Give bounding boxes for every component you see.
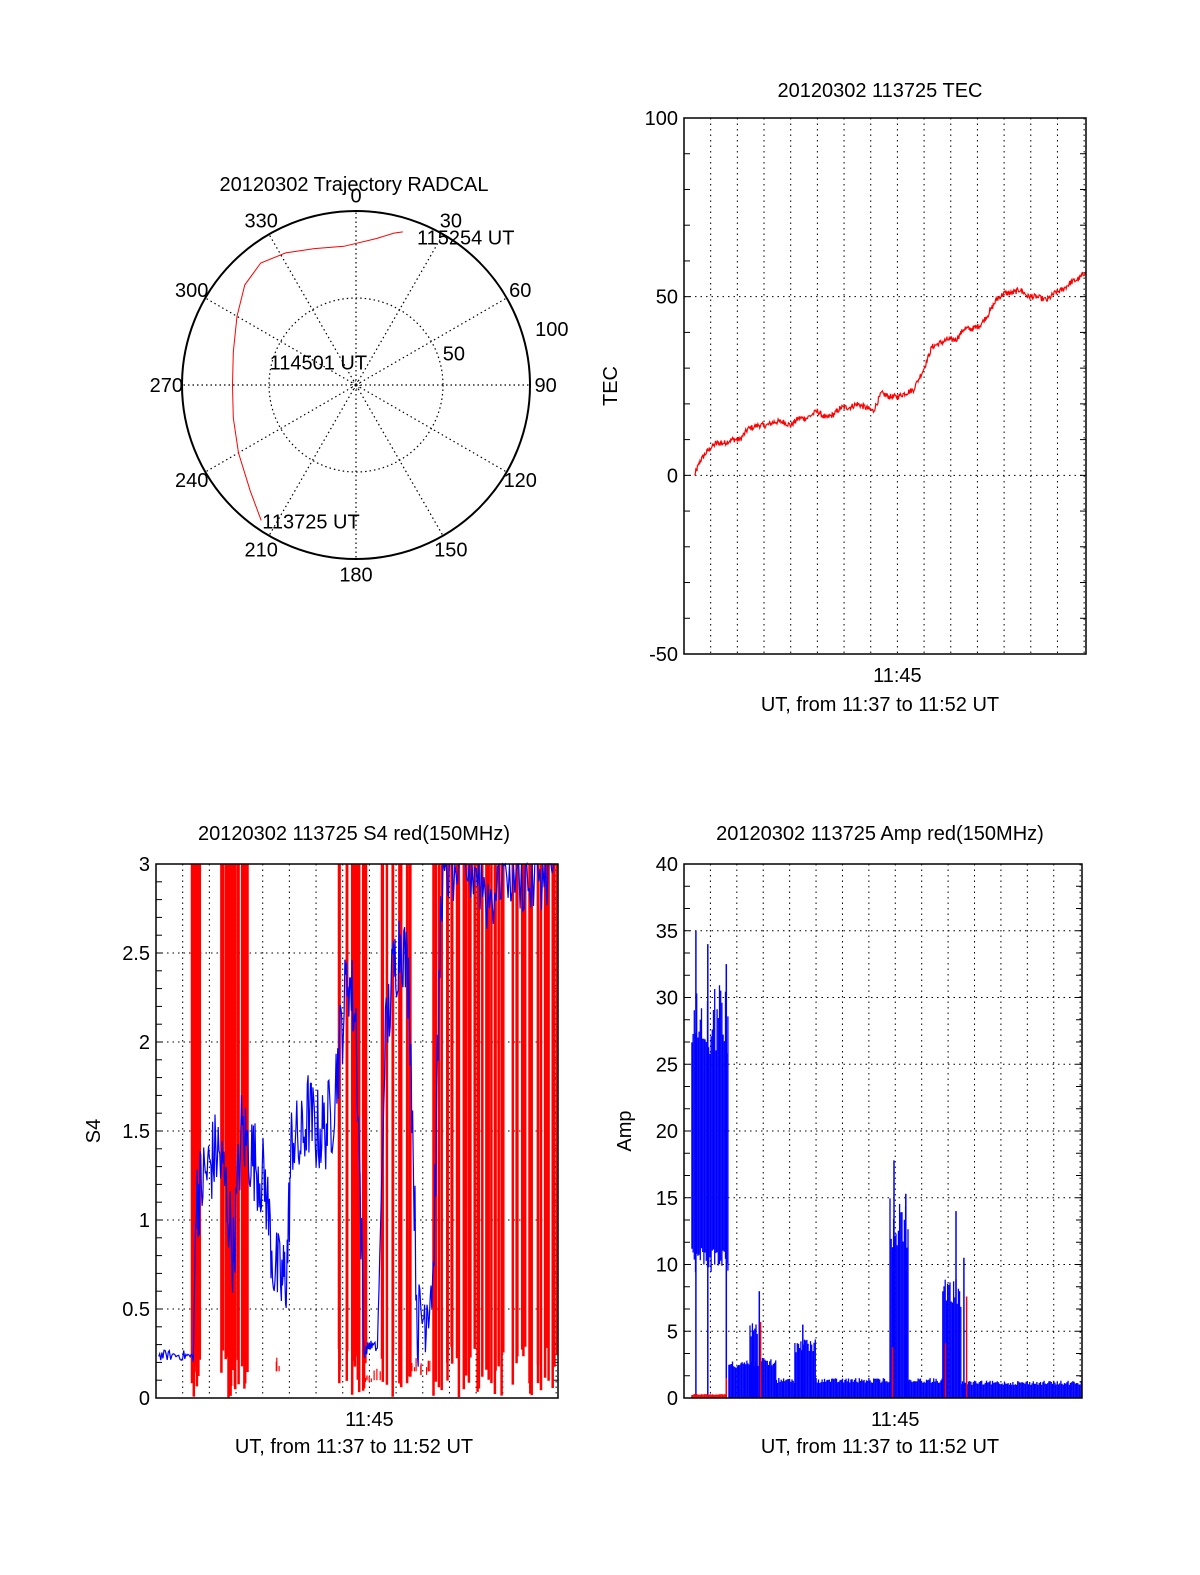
trajectory-time-label: 113725 UT bbox=[262, 511, 359, 533]
s4-ytick-label: 1 bbox=[139, 1210, 150, 1232]
amp-plot-frame bbox=[683, 863, 1083, 1399]
trajectory-title: 20120302 Trajectory RADCAL bbox=[219, 174, 488, 196]
tec-plot-frame bbox=[683, 117, 1087, 655]
polar-angle-label: 300 bbox=[175, 280, 208, 302]
amp-title: 20120302 113725 Amp red(150MHz) bbox=[716, 823, 1044, 845]
amp-ylabel: Amp bbox=[614, 1110, 636, 1151]
amp-ytick-label: 20 bbox=[656, 1121, 678, 1143]
polar-center-mark bbox=[351, 380, 361, 390]
trajectory-polar-chart: 20120302 Trajectory RADCAL 0 30 60 90 120 150… bbox=[150, 174, 569, 587]
tec-ytick-label: 100 bbox=[645, 108, 678, 130]
polar-radial-label: 100 bbox=[535, 319, 568, 341]
tec-ytick-label: 50 bbox=[656, 287, 678, 309]
s4-ytick-label: 2.5 bbox=[122, 943, 150, 965]
s4-red-series bbox=[190, 864, 559, 1398]
polar-spoke bbox=[355, 297, 507, 386]
s4-blue-series bbox=[158, 861, 556, 1367]
polar-angle-label: 30 bbox=[440, 211, 462, 233]
polar-angle-label: 180 bbox=[339, 565, 372, 587]
polar-angle-label: 240 bbox=[175, 470, 208, 492]
s4-ytick-label: 3 bbox=[139, 854, 150, 876]
amp-ytick-label: 0 bbox=[667, 1388, 678, 1410]
polar-spoke bbox=[205, 384, 357, 473]
trajectory-annotations: 115254 UT 114501 UT 113725 UT bbox=[262, 228, 514, 534]
polar-angle-label: 270 bbox=[150, 375, 183, 397]
amp-xtick-label: 11:45 bbox=[871, 1409, 920, 1431]
polar-angle-label: 150 bbox=[434, 539, 467, 561]
amp-ytick-label: 25 bbox=[656, 1054, 678, 1076]
polar-angle-label: 210 bbox=[244, 539, 277, 561]
amp-red-series bbox=[691, 1296, 968, 1398]
polar-spoke bbox=[268, 384, 357, 536]
tec-ylabel: TEC bbox=[600, 366, 622, 406]
polar-spoke bbox=[268, 234, 357, 386]
tec-title: 20120302 113725 TEC bbox=[778, 80, 983, 102]
polar-angle-label: 330 bbox=[244, 211, 277, 233]
amp-ytick-label: 30 bbox=[656, 988, 678, 1010]
s4-plot-frame bbox=[155, 863, 559, 1399]
s4-ytick-label: 0.5 bbox=[122, 1299, 150, 1321]
s4-xtick-label: 11:45 bbox=[345, 1409, 394, 1431]
tec-xlabel: UT, from 11:37 to 11:52 UT bbox=[761, 694, 999, 716]
s4-ylabel: S4 bbox=[83, 1119, 105, 1143]
s4-chart: 20120302 113725 S4 red(150MHz) UT, from … bbox=[83, 823, 559, 1458]
trajectory-line bbox=[231, 231, 403, 521]
amp-ytick-label: 15 bbox=[656, 1188, 678, 1210]
amp-ytick-label: 40 bbox=[656, 854, 678, 876]
s4-ytick-label: 2 bbox=[139, 1032, 150, 1054]
amp-ytick-label: 35 bbox=[656, 921, 678, 943]
polar-spoke bbox=[355, 384, 444, 536]
polar-angle-label: 0 bbox=[350, 185, 361, 207]
amp-chart: 20120302 113725 Amp red(150MHz) UT, from… bbox=[614, 823, 1083, 1458]
polar-angle-label: 90 bbox=[535, 375, 557, 397]
polar-radial-labels: 50 100 bbox=[443, 319, 569, 365]
polar-grid bbox=[181, 210, 531, 560]
trajectory-time-label: 115254 UT bbox=[417, 228, 514, 250]
s4-title: 20120302 113725 S4 red(150MHz) bbox=[198, 823, 510, 845]
polar-radial-label: 50 bbox=[443, 344, 465, 366]
polar-angle-label: 120 bbox=[504, 470, 537, 492]
amp-ytick-label: 5 bbox=[667, 1321, 678, 1343]
polar-angle-label: 60 bbox=[509, 280, 531, 302]
s4-ytick-label: 0 bbox=[139, 1388, 150, 1410]
s4-xlabel: UT, from 11:37 to 11:52 UT bbox=[235, 1436, 473, 1458]
polar-outer-ring bbox=[181, 210, 531, 560]
s4-ytick-label: 1.5 bbox=[122, 1121, 150, 1143]
amp-ytick-label: 10 bbox=[656, 1255, 678, 1277]
polar-spoke bbox=[355, 384, 507, 473]
tec-ytick-label: 0 bbox=[667, 465, 678, 487]
polar-spoke bbox=[205, 297, 357, 386]
polar-angle-labels: 0 30 60 90 120 150 180 210 240 270 300 330 bbox=[150, 185, 557, 586]
trajectory-time-label: 114501 UT bbox=[270, 353, 367, 375]
tec-series-line bbox=[694, 271, 1087, 476]
amp-blue-series bbox=[691, 930, 1082, 1398]
tec-xtick-label: 11:45 bbox=[873, 665, 922, 687]
tec-ytick-label: -50 bbox=[649, 644, 678, 666]
polar-spoke bbox=[355, 234, 444, 386]
amp-xlabel: UT, from 11:37 to 11:52 UT bbox=[761, 1436, 999, 1458]
tec-chart: 20120302 113725 TEC UT, from 11:37 to 11… bbox=[600, 80, 1087, 716]
